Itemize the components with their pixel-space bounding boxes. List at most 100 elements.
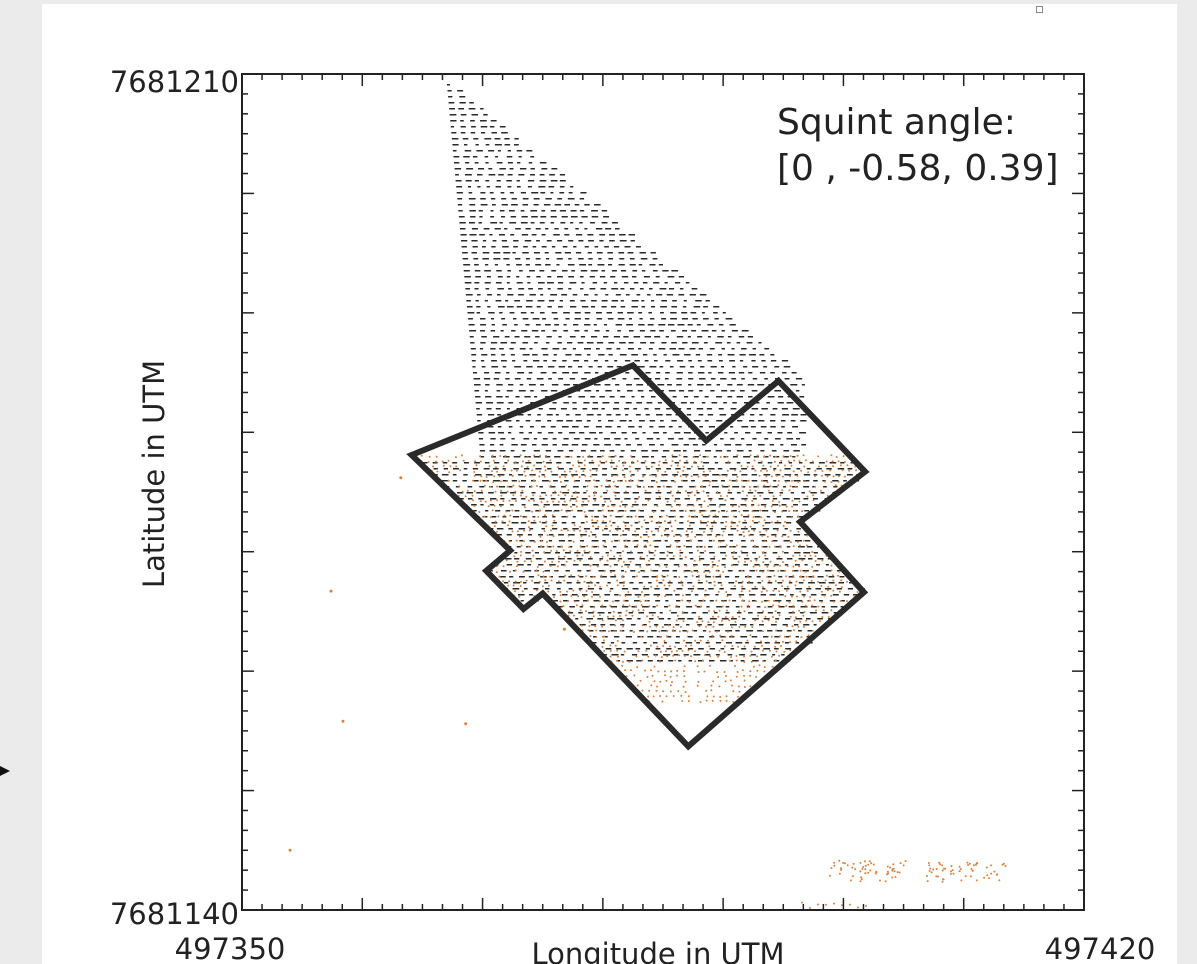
dark-point	[537, 366, 543, 368]
dark-point	[664, 378, 669, 380]
dark-point	[743, 366, 748, 368]
dark-point	[637, 618, 641, 620]
dark-point	[477, 294, 481, 296]
y-tick-label-bottom: 7681140	[110, 897, 239, 931]
orange-point	[543, 560, 546, 563]
dark-point	[548, 366, 555, 368]
orange-point	[610, 459, 613, 462]
dark-point	[751, 480, 758, 482]
orange-point	[753, 645, 756, 648]
orange-point	[569, 505, 572, 508]
dark-point	[684, 354, 691, 356]
orange-point	[729, 479, 731, 482]
dark-point	[511, 204, 518, 206]
dark-point	[646, 438, 654, 440]
orange-point	[658, 525, 661, 528]
orange-point	[591, 515, 594, 518]
dark-point	[523, 582, 527, 584]
orange-point	[540, 501, 543, 503]
dark-point	[495, 186, 501, 188]
dark-point	[603, 324, 608, 326]
orange-point	[642, 486, 645, 488]
dark-point	[564, 204, 571, 206]
dark-point	[588, 258, 593, 260]
dark-point	[513, 468, 519, 470]
orange-point	[818, 465, 820, 468]
orange-point	[705, 699, 708, 702]
dark-point	[516, 306, 523, 308]
dark-point	[774, 390, 781, 392]
dark-point	[730, 588, 737, 590]
dark-point	[698, 660, 704, 662]
orange-point	[500, 494, 503, 497]
orange-point	[704, 550, 707, 552]
orange-point	[698, 559, 701, 562]
dark-point	[581, 504, 588, 506]
orange-point	[604, 541, 607, 543]
dark-point	[668, 324, 675, 326]
dark-point	[500, 192, 505, 194]
orange-point	[657, 670, 660, 673]
dark-point	[546, 414, 553, 416]
dark-point	[693, 462, 697, 464]
orange-point	[610, 465, 613, 468]
orange-point	[730, 634, 733, 637]
dark-point	[609, 450, 615, 452]
orange-point	[722, 600, 725, 603]
dark-point	[782, 498, 790, 500]
dark-point	[719, 414, 727, 416]
orange-point	[817, 580, 819, 583]
dark-point	[488, 492, 494, 494]
dark-point	[541, 234, 546, 236]
dark-point	[704, 594, 710, 596]
dark-point	[516, 264, 522, 266]
orange-point	[720, 619, 723, 622]
orange-point	[727, 515, 729, 518]
orange-point	[495, 466, 497, 469]
orange-point	[802, 454, 805, 457]
orange-point	[657, 529, 660, 532]
dark-point	[600, 576, 607, 578]
dark-point	[595, 480, 600, 482]
dark-point	[773, 660, 780, 662]
dark-point	[596, 318, 603, 320]
dark-point	[611, 288, 619, 290]
dark-point	[715, 594, 719, 596]
dark-point	[468, 318, 473, 320]
orange-point	[496, 470, 499, 473]
orange-point	[717, 546, 720, 548]
orange-point	[692, 509, 695, 512]
dark-point	[556, 264, 560, 266]
dark-point	[530, 390, 534, 392]
orange-point	[713, 555, 716, 558]
dark-point	[794, 552, 801, 554]
orange-point	[743, 535, 746, 538]
dark-point	[502, 516, 507, 518]
dark-point	[502, 480, 508, 482]
dark-point	[568, 288, 572, 290]
dark-point	[457, 90, 464, 92]
orange-point	[735, 580, 738, 583]
dark-point	[529, 528, 534, 530]
dark-point	[485, 396, 492, 398]
dark-point	[850, 462, 854, 464]
dark-point	[761, 408, 768, 410]
dark-point	[593, 324, 597, 326]
dark-point	[738, 594, 745, 596]
dark-point	[626, 552, 633, 554]
orange-point	[635, 605, 638, 608]
dark-point	[623, 282, 629, 284]
dark-point	[721, 348, 725, 350]
orange-point	[728, 599, 731, 602]
orange-point	[549, 484, 552, 487]
dark-point	[745, 642, 749, 644]
dark-point	[468, 192, 473, 194]
dark-point	[655, 648, 661, 650]
dark-point	[517, 594, 525, 596]
orange-point	[489, 499, 492, 502]
dark-point	[640, 462, 646, 464]
orange-point	[492, 481, 495, 483]
dark-point	[687, 336, 691, 338]
orange-point	[579, 589, 582, 592]
orange-point	[693, 559, 696, 562]
